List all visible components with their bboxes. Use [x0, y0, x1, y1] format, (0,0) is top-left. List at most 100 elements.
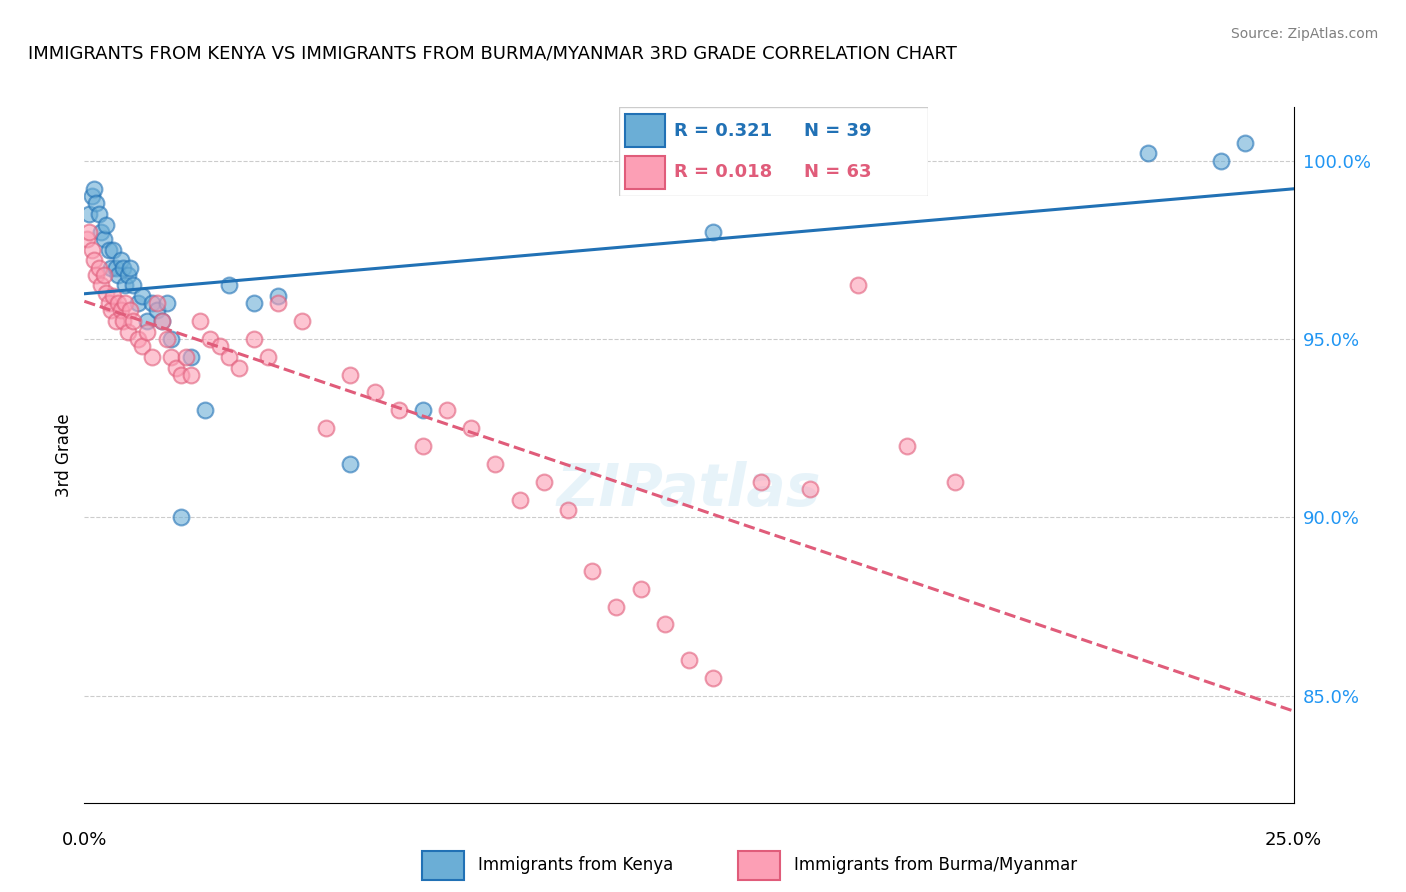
- Point: [112, 260, 135, 275]
- Point: [90, 225, 112, 239]
- Text: IMMIGRANTS FROM KENYA VS IMMIGRANTS FROM BURMA/MYANMAR 3RD GRADE CORRELATION CHA: IMMIGRANTS FROM KENYA VS IMMIGRANTS FROM…: [28, 45, 957, 62]
- Point: [83, 182, 105, 196]
- Bar: [738, 851, 780, 880]
- Point: [170, 510, 193, 524]
- Point: [141, 296, 163, 310]
- Bar: [422, 851, 464, 880]
- Point: [896, 439, 918, 453]
- Point: [180, 350, 202, 364]
- Point: [1137, 146, 1160, 161]
- Point: [436, 403, 458, 417]
- Text: Immigrants from Kenya: Immigrants from Kenya: [478, 856, 673, 874]
- Point: [630, 582, 652, 596]
- Point: [190, 314, 212, 328]
- Point: [104, 260, 127, 275]
- Point: [136, 325, 159, 339]
- Point: [160, 350, 183, 364]
- Point: [150, 314, 173, 328]
- Point: [87, 207, 110, 221]
- Point: [97, 296, 120, 310]
- Point: [412, 439, 434, 453]
- Point: [127, 332, 149, 346]
- Point: [460, 421, 482, 435]
- Point: [339, 457, 361, 471]
- Point: [242, 332, 264, 346]
- Point: [127, 296, 149, 310]
- Point: [291, 314, 314, 328]
- Point: [174, 350, 197, 364]
- Point: [388, 403, 411, 417]
- Point: [110, 303, 132, 318]
- Text: R = 0.018: R = 0.018: [675, 163, 772, 181]
- Point: [86, 268, 108, 282]
- Point: [846, 278, 869, 293]
- Text: R = 0.321: R = 0.321: [675, 122, 772, 140]
- Point: [114, 278, 136, 293]
- Point: [257, 350, 280, 364]
- Point: [120, 303, 142, 318]
- Point: [363, 385, 385, 400]
- Point: [104, 314, 127, 328]
- Point: [242, 296, 264, 310]
- Point: [1209, 153, 1232, 168]
- Point: [267, 289, 290, 303]
- Point: [103, 289, 125, 303]
- Point: [100, 260, 122, 275]
- Point: [117, 325, 139, 339]
- Point: [136, 314, 159, 328]
- Point: [86, 196, 108, 211]
- Point: [141, 350, 163, 364]
- Point: [97, 243, 120, 257]
- Bar: [624, 156, 665, 189]
- Point: [120, 260, 142, 275]
- Point: [94, 285, 117, 300]
- Point: [87, 260, 110, 275]
- Point: [228, 360, 250, 375]
- Point: [107, 268, 129, 282]
- Point: [339, 368, 361, 382]
- Point: [93, 232, 115, 246]
- Y-axis label: 3rd Grade: 3rd Grade: [55, 413, 73, 497]
- Point: [702, 225, 724, 239]
- Point: [751, 475, 773, 489]
- Point: [117, 268, 139, 282]
- Point: [94, 218, 117, 232]
- Point: [702, 671, 724, 685]
- Point: [93, 268, 115, 282]
- Point: [90, 278, 112, 293]
- Point: [155, 332, 177, 346]
- Text: Source: ZipAtlas.com: Source: ZipAtlas.com: [1230, 27, 1378, 41]
- Point: [484, 457, 506, 471]
- Text: N = 63: N = 63: [804, 163, 872, 181]
- Point: [198, 332, 221, 346]
- Point: [1234, 136, 1257, 150]
- Point: [121, 314, 143, 328]
- Point: [146, 303, 169, 318]
- Point: [557, 503, 579, 517]
- Point: [267, 296, 290, 310]
- Point: [194, 403, 217, 417]
- Point: [581, 564, 603, 578]
- Point: [678, 653, 700, 667]
- Point: [654, 617, 676, 632]
- Point: [100, 303, 122, 318]
- Point: [80, 243, 103, 257]
- Point: [103, 243, 125, 257]
- Point: [943, 475, 966, 489]
- Point: [412, 403, 434, 417]
- Point: [114, 296, 136, 310]
- Text: Immigrants from Burma/Myanmar: Immigrants from Burma/Myanmar: [794, 856, 1077, 874]
- Point: [110, 253, 132, 268]
- Point: [605, 599, 627, 614]
- Point: [155, 296, 177, 310]
- Point: [107, 296, 129, 310]
- Point: [509, 492, 531, 507]
- Point: [799, 482, 821, 496]
- Point: [180, 368, 202, 382]
- Point: [80, 189, 103, 203]
- Text: ZIPatlas: ZIPatlas: [557, 461, 821, 518]
- Text: 25.0%: 25.0%: [1265, 831, 1322, 849]
- Point: [76, 232, 98, 246]
- Point: [208, 339, 231, 353]
- Point: [83, 253, 105, 268]
